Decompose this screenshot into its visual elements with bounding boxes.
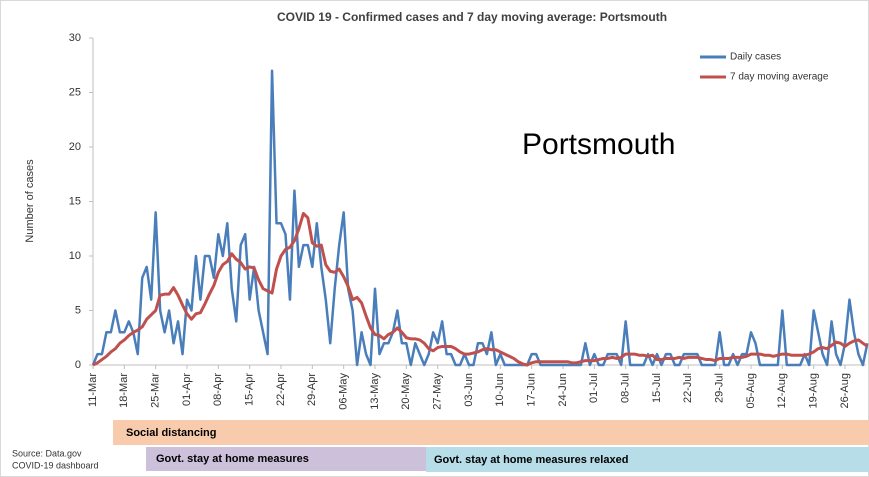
legend-label: Daily cases <box>730 52 781 63</box>
phase-band <box>146 447 426 471</box>
x-tick-label: 22-Jul <box>682 373 694 403</box>
x-tick-label: 26-Aug <box>839 373 851 408</box>
x-tick-label: 08-Jul <box>620 373 632 403</box>
phase-label: Govt. stay at home measures <box>156 453 309 465</box>
chart-title: COVID 19 - Confirmed cases and 7 day mov… <box>277 10 667 24</box>
x-tick-label: 06-May <box>338 373 350 410</box>
series-line <box>92 211 869 367</box>
y-tick-label: 10 <box>69 250 81 262</box>
x-tick-label: 29-Jul <box>714 373 726 403</box>
series-line <box>91 69 869 367</box>
phase-band <box>426 447 869 472</box>
y-axis-label: Number of cases <box>24 159 36 243</box>
x-tick-label: 05-Aug <box>745 373 757 408</box>
y-tick-label: 25 <box>69 86 81 98</box>
x-tick-label: 08-Apr <box>212 373 224 406</box>
y-tick-label: 15 <box>69 195 81 207</box>
x-tick-label: 15-Apr <box>244 373 256 406</box>
y-tick-label: 30 <box>69 32 81 44</box>
x-tick-label: 24-Jun <box>557 373 569 407</box>
x-tick-label: 11-Mar <box>87 373 99 407</box>
x-tick-label: 22-Apr <box>275 373 287 406</box>
phase-label: Social distancing <box>126 427 216 439</box>
x-tick-label: 15-Jul <box>651 373 663 403</box>
source-text: COVID-19 dashboard <box>12 460 99 470</box>
x-tick-label: 17-Jun <box>526 373 538 407</box>
x-tick-label: 13-May <box>369 373 381 410</box>
x-tick-label: 25-Mar <box>150 373 162 408</box>
y-tick-label: 20 <box>69 141 81 153</box>
x-tick-label: 12-Aug <box>776 373 788 408</box>
annotation: Portsmouth <box>522 128 675 161</box>
x-tick-label: 27-May <box>432 373 444 410</box>
x-tick-label: 18-Mar <box>118 373 130 408</box>
phase-label: Govt. stay at home measures relaxed <box>434 454 628 466</box>
x-tick-label: 01-Apr <box>181 373 193 406</box>
source-text: Source: Data.gov <box>12 448 82 458</box>
y-tick-label: 5 <box>75 304 81 316</box>
x-tick-label: 29-Apr <box>306 373 318 406</box>
x-tick-label: 01-Jul <box>588 373 600 403</box>
phase-band <box>113 420 869 445</box>
x-tick-label: 20-May <box>400 373 412 410</box>
x-tick-label: 03-Jun <box>463 373 475 407</box>
y-tick-label: 0 <box>75 359 81 371</box>
x-tick-label: 19-Aug <box>808 373 820 408</box>
x-tick-label: 10-Jun <box>494 373 506 407</box>
legend-label: 7 day moving average <box>730 72 829 83</box>
